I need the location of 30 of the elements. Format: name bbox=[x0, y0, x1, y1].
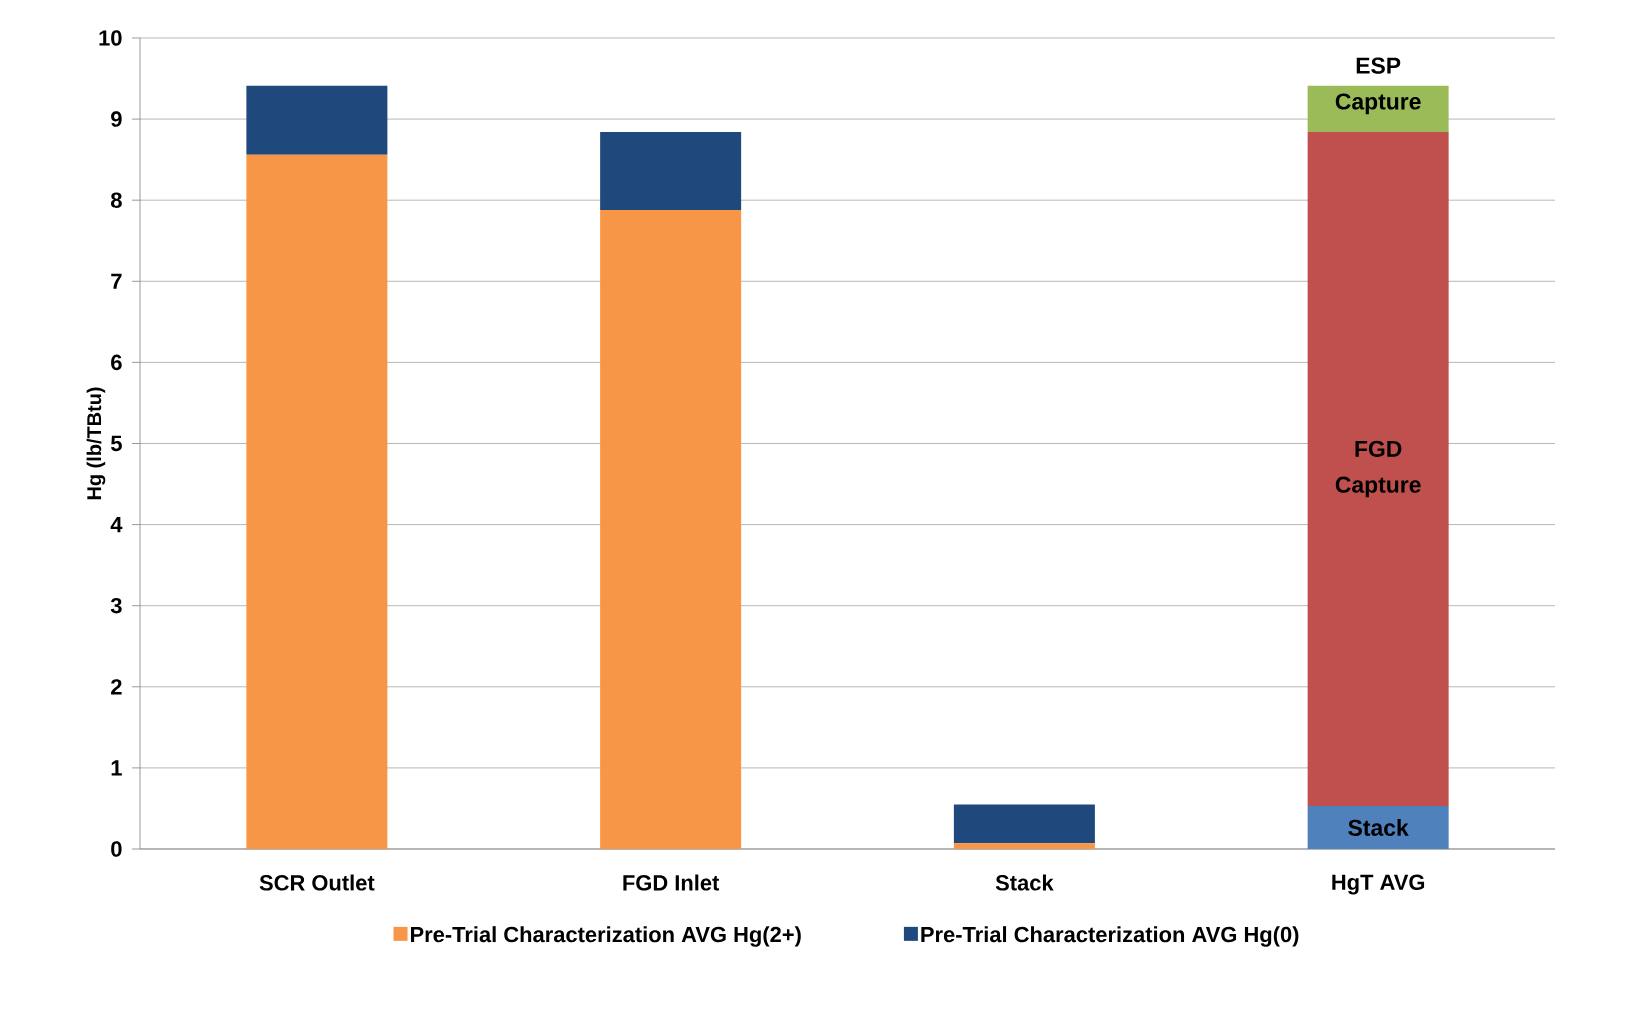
bar bbox=[246, 85, 388, 155]
y-tick-label: 8 bbox=[111, 192, 122, 208]
bar bbox=[1307, 132, 1449, 807]
y-axis-title: Hg (lb/TBtu) bbox=[86, 387, 106, 500]
y-tick-label: 3 bbox=[110, 597, 122, 614]
x-tick-label: HgT AVG bbox=[1332, 874, 1425, 895]
y-tick-label: 4 bbox=[110, 517, 123, 533]
series-label: Stack bbox=[1348, 819, 1409, 836]
y-tick-label: 7 bbox=[111, 273, 122, 289]
bar bbox=[246, 154, 388, 849]
y-tick-label: 6 bbox=[111, 354, 122, 371]
y-tick-label: 10 bbox=[99, 30, 122, 46]
y-tick-label: 0 bbox=[111, 841, 122, 857]
y-tick-label: 2 bbox=[111, 679, 122, 695]
series-label: FGD Capture bbox=[1335, 440, 1421, 498]
series-label: ESP Capture bbox=[1335, 57, 1421, 115]
legend-label: Pre-Trial Characterization AVG Hg(0) bbox=[921, 926, 1299, 947]
bar bbox=[600, 132, 742, 210]
y-tick-label: 5 bbox=[110, 435, 122, 452]
legend-label: Pre-Trial Characterization AVG Hg(2+) bbox=[410, 926, 801, 947]
y-tick-label: 9 bbox=[111, 111, 122, 127]
bar bbox=[1307, 806, 1449, 849]
bar bbox=[953, 843, 1095, 849]
x-tick-label: FGD Inlet bbox=[623, 874, 720, 891]
bar bbox=[953, 804, 1095, 844]
x-tick-label: SCR Outlet bbox=[259, 874, 375, 891]
bar bbox=[600, 209, 742, 849]
y-tick-label: 1 bbox=[111, 760, 122, 776]
x-tick-label: Stack bbox=[995, 874, 1054, 891]
bar bbox=[1307, 85, 1449, 133]
